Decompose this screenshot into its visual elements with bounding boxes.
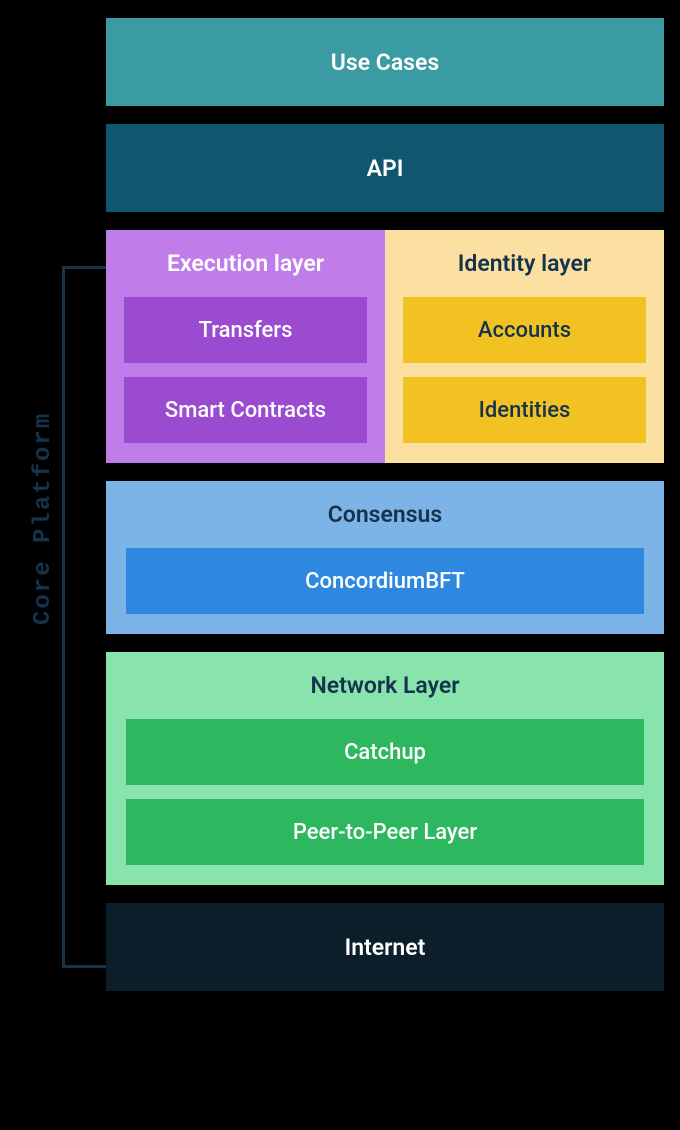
layer-exec-identity: Execution layer Transfers Smart Contracts I… [106, 230, 664, 463]
sub-exec-identity-0-1: Smart Contracts [124, 377, 367, 443]
layer-internet: Internet [106, 903, 664, 991]
layer-title-network: Network Layer [310, 668, 459, 705]
sub-network-1: Peer-to-Peer Layer [126, 799, 644, 865]
sub-network-0: Catchup [126, 719, 644, 785]
column-title-exec-identity-0: Execution layer [167, 246, 324, 283]
column-exec-identity-0: Execution layer Transfers Smart Contracts [106, 230, 385, 463]
layer-title-consensus: Consensus [328, 497, 442, 534]
sub-exec-identity-1-1: Identities [403, 377, 646, 443]
architecture-stack: Use Cases API Execution layer Transfers Smar… [106, 18, 664, 991]
layer-consensus: Consensus ConcordiumBFT [106, 481, 664, 634]
sub-exec-identity-1-0: Accounts [403, 297, 646, 363]
layer-api: API [106, 124, 664, 212]
column-title-exec-identity-1: Identity layer [458, 246, 591, 283]
layer-network: Network Layer Catchup Peer-to-Peer Layer [106, 652, 664, 885]
core-platform-bracket [62, 266, 106, 968]
layer-use-cases: Use Cases [106, 18, 664, 106]
column-exec-identity-1: Identity layer Accounts Identities [385, 230, 664, 463]
core-platform-label: Core Platform [30, 412, 57, 625]
sub-exec-identity-0-0: Transfers [124, 297, 367, 363]
sub-consensus-0: ConcordiumBFT [126, 548, 644, 614]
